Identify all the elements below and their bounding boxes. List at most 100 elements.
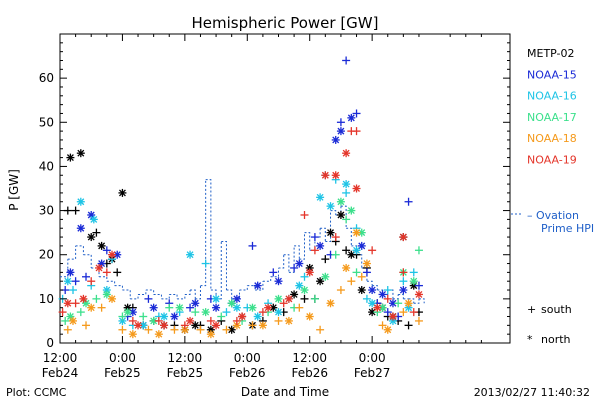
south-marker <box>409 268 418 277</box>
plot-border <box>59 33 511 344</box>
north-marker <box>383 325 392 334</box>
south-marker <box>165 303 174 312</box>
south-marker <box>362 294 371 303</box>
north-marker <box>160 312 169 321</box>
north-marker <box>357 286 366 295</box>
north-marker <box>373 303 382 312</box>
south-marker <box>144 294 153 303</box>
footer-left: Plot: CCMC <box>6 386 67 399</box>
north-marker <box>212 294 221 303</box>
south-marker <box>300 210 309 219</box>
north-marker <box>212 321 221 330</box>
north-marker <box>206 330 215 339</box>
south-marker <box>300 272 309 281</box>
north-marker <box>69 316 78 325</box>
south-marker <box>170 325 179 334</box>
north-marker <box>139 321 148 330</box>
north-marker <box>316 193 325 202</box>
north-marker <box>347 206 356 215</box>
south-marker <box>414 246 423 255</box>
north-marker <box>76 224 85 233</box>
north-marker <box>352 228 361 237</box>
south-marker <box>331 233 340 242</box>
south-marker <box>232 316 241 325</box>
north-marker <box>357 241 366 250</box>
north-marker <box>342 149 351 158</box>
north-marker <box>321 272 330 281</box>
x-tick-time-label: 12:00 <box>292 351 327 365</box>
north-marker <box>414 290 423 299</box>
x-tick-date-label: Feb27 <box>354 366 391 380</box>
legend: METP-02 NOAA-15 NOAA-16 NOAA-17 NOAA-18 NOAA-… <box>511 47 594 346</box>
north-marker <box>378 290 387 299</box>
north-marker <box>76 197 85 206</box>
south-marker <box>383 294 392 303</box>
south-marker <box>248 241 257 250</box>
south-marker <box>383 308 392 317</box>
ovation-line-layer <box>60 179 425 304</box>
x-tick-time-label: 12:00 <box>43 351 78 365</box>
south-marker <box>409 308 418 317</box>
north-marker <box>321 171 330 180</box>
x-tick-time-label: 0:00 <box>234 351 261 365</box>
north-marker <box>118 316 127 325</box>
legend-entry: NOAA-16 <box>527 90 577 103</box>
north-marker <box>175 303 184 312</box>
y-tick-label: 50 <box>39 115 54 129</box>
north-marker <box>326 202 335 211</box>
south-marker <box>342 56 351 65</box>
south-marker <box>196 325 205 334</box>
south-marker <box>404 197 413 206</box>
south-marker <box>76 308 85 317</box>
north-marker <box>63 299 72 308</box>
south-marker <box>97 303 106 312</box>
north-marker <box>352 184 361 193</box>
marker-legend-symbol: * <box>527 333 533 346</box>
footer-right: 2013/02/27 11:40:32 <box>474 386 590 399</box>
south-marker <box>414 316 423 325</box>
marker-legend-label: north <box>541 333 571 346</box>
north-marker <box>212 303 221 312</box>
south-marker <box>347 277 356 286</box>
south-marker <box>154 316 163 325</box>
marker-legend-label: south <box>541 303 572 316</box>
north-marker <box>368 286 377 295</box>
north-marker <box>409 277 418 286</box>
south-marker <box>310 233 319 242</box>
south-marker <box>342 188 351 197</box>
marker-legend-symbol: + <box>527 303 536 316</box>
north-marker <box>284 316 293 325</box>
north-marker <box>388 312 397 321</box>
north-marker <box>295 259 304 268</box>
south-marker <box>144 325 153 334</box>
north-marker <box>201 308 210 317</box>
north-marker <box>253 312 262 321</box>
north-marker <box>399 233 408 242</box>
north-marker <box>336 197 345 206</box>
north-marker <box>89 215 98 224</box>
north-marker <box>248 303 257 312</box>
north-marker <box>118 188 127 197</box>
north-marker <box>362 259 371 268</box>
ovation-legend-label: – Ovation <box>527 209 579 222</box>
south-marker <box>336 286 345 295</box>
marker-legend-entry: + south <box>527 303 572 316</box>
north-marker <box>170 312 179 321</box>
south-marker <box>180 321 189 330</box>
north-marker <box>180 325 189 334</box>
north-marker <box>160 321 169 330</box>
north-marker <box>305 268 314 277</box>
north-marker <box>274 308 283 317</box>
south-marker <box>274 316 283 325</box>
north-marker <box>342 263 351 272</box>
south-marker <box>399 308 408 317</box>
x-tick-date-label: Feb25 <box>104 366 141 380</box>
north-marker <box>253 281 262 290</box>
north-marker <box>342 180 351 189</box>
north-marker <box>404 299 413 308</box>
south-marker <box>378 321 387 330</box>
south-marker <box>258 308 267 317</box>
north-marker <box>154 330 163 339</box>
north-marker <box>97 241 106 250</box>
